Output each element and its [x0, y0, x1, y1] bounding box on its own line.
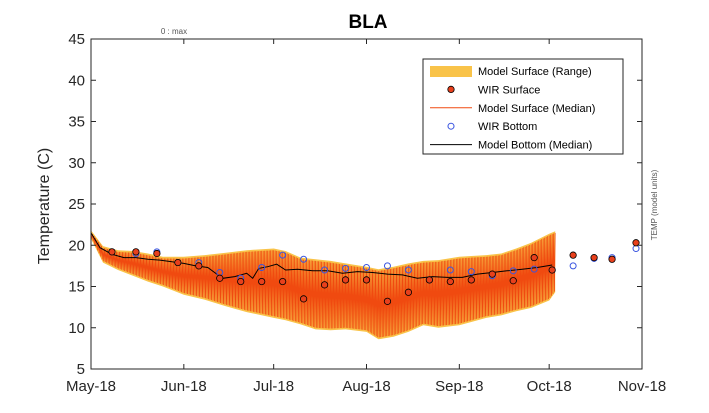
wir-surface-point	[608, 255, 616, 263]
x-tick-label: Jun-18	[161, 378, 207, 395]
plot-area: 5 10 15 20 25 30 35 40 45 May-18 Jun-18 Jul-18 Aug-1…	[66, 31, 666, 395]
wir-surface-point	[174, 258, 182, 267]
wir-bottom-point	[467, 268, 475, 276]
wir-surface-point	[509, 277, 517, 285]
wir-surface-point	[341, 276, 350, 284]
y-tick-label: 25	[68, 196, 85, 213]
y-tick-label: 20	[68, 237, 85, 254]
wir-bottom-point	[530, 265, 538, 273]
top-label: 0 : max	[161, 27, 187, 36]
y-axis-title: Temperature (C)	[36, 148, 53, 264]
wir-bottom-point	[363, 264, 370, 272]
x-tick-label: May-18	[66, 378, 116, 395]
legend-label: Model Surface (Range)	[478, 66, 592, 78]
wir-surface-point	[530, 254, 538, 262]
x-tick-label: Jul-18	[253, 378, 294, 395]
wir-surface-point	[320, 281, 329, 289]
y-tick-label: 30	[68, 155, 85, 172]
legend-label: WIR Bottom	[478, 121, 537, 133]
wir-surface-point	[632, 239, 640, 247]
legend-swatch-wir-surface	[447, 85, 455, 94]
wir-bottom-point	[321, 266, 329, 274]
y-tick-label: 10	[68, 320, 85, 337]
wir-surface-point	[488, 270, 496, 278]
x-tick-label: Oct-18	[527, 378, 572, 395]
wir-bottom-point	[404, 266, 412, 274]
wir-surface-point	[446, 277, 454, 286]
wir-surface-point	[467, 276, 475, 284]
wir-bottom-point	[279, 251, 287, 259]
wir-surface-point	[279, 277, 287, 286]
wir-bottom-point	[446, 266, 454, 274]
chart-title: BLA	[348, 12, 387, 33]
wir-bottom-point	[258, 264, 266, 272]
wir-surface-point	[195, 262, 203, 270]
y-tick-label: 15	[68, 279, 85, 296]
wir-bottom-point	[632, 245, 640, 253]
y-tick-label: 45	[68, 31, 85, 48]
wir-surface-point	[237, 277, 245, 286]
legend-label: Model Surface (Median)	[478, 103, 595, 115]
x-tick-label: Aug-18	[342, 378, 390, 395]
legend-swatch-range	[430, 66, 472, 77]
wir-surface-point	[383, 297, 392, 305]
wir-bottom-point	[509, 267, 517, 275]
wir-bottom-point	[569, 262, 577, 270]
wir-surface-point	[108, 248, 116, 256]
wir-bottom-point	[342, 264, 350, 272]
y-tick-label: 40	[68, 72, 85, 89]
y-tick-label: 35	[68, 114, 85, 131]
legend-label: WIR Surface	[478, 84, 540, 96]
legend-label: Model Bottom (Median)	[478, 140, 592, 152]
wir-surface-point	[300, 295, 308, 303]
wir-surface-point	[216, 274, 224, 282]
x-tick-label: Sep-18	[435, 378, 483, 395]
legend-swatch-wir-bottom	[447, 122, 455, 130]
wir-surface-point	[258, 277, 266, 286]
series-model-bottom-median	[90, 232, 553, 280]
x-tick-label: Nov-18	[618, 378, 666, 395]
wir-surface-point	[569, 251, 577, 259]
wir-surface-point	[404, 288, 413, 296]
right-axis-label: TEMP (model units)	[650, 169, 659, 240]
y-tick-label: 5	[77, 361, 85, 378]
series-model-surface-median	[90, 232, 556, 338]
legend: Model Surface (Range) WIR Surface Model Su…	[422, 58, 624, 155]
wir-bottom-point	[300, 255, 308, 263]
wir-surface-point	[362, 276, 371, 284]
wir-bottom-point	[383, 262, 391, 270]
wir-surface-point	[548, 266, 556, 274]
wir-surface-point	[132, 248, 140, 256]
wir-surface-point	[153, 249, 161, 258]
wir-surface-point	[425, 276, 433, 284]
wir-surface-point	[590, 254, 598, 262]
